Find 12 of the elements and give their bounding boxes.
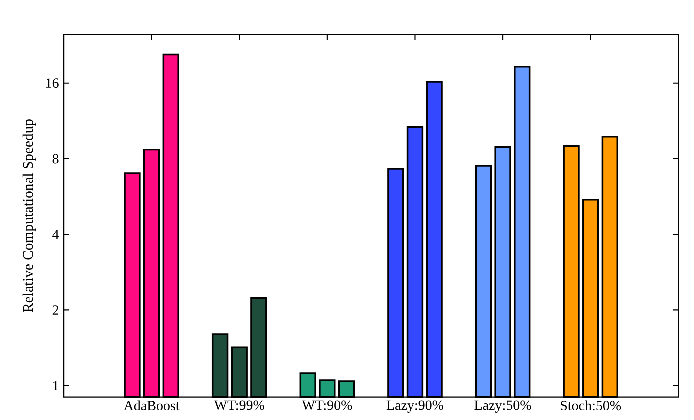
y-tick-label: 16 xyxy=(46,78,59,88)
y-tick-label: 2 xyxy=(52,306,59,315)
x-tick-label: WT:99% xyxy=(214,400,264,410)
x-tick-label: Lazy:50% xyxy=(474,400,532,414)
y-tick-label: 8 xyxy=(52,154,59,164)
x-tick-label: Lazy:90% xyxy=(386,400,444,414)
x-tick-label: Stoch:50% xyxy=(561,400,622,411)
y-tick-label: 4 xyxy=(52,230,60,240)
x-tick-label: AdaBoost xyxy=(124,400,180,411)
y-axis-title: Relative Computational Speedup xyxy=(22,120,36,313)
x-tick-label: WT:90% xyxy=(302,400,352,410)
y-tick-label: 1 xyxy=(54,381,58,390)
